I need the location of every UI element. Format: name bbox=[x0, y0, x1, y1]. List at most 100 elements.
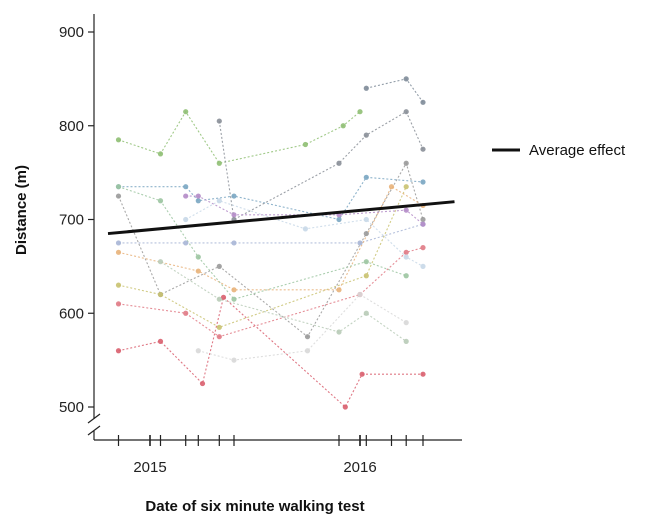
data-point-6-5 bbox=[420, 146, 426, 152]
series-line-10 bbox=[185, 195, 424, 225]
data-point-15-2 bbox=[420, 99, 426, 105]
data-point-8-0 bbox=[115, 240, 122, 246]
data-point-11-4 bbox=[403, 338, 409, 344]
data-point-9-2 bbox=[231, 287, 237, 293]
data-point-13-3 bbox=[357, 291, 363, 298]
data-point-3-1 bbox=[157, 151, 164, 157]
data-point-7-0 bbox=[115, 282, 122, 288]
data-point-9-4 bbox=[388, 184, 395, 190]
series-line-9 bbox=[118, 185, 424, 291]
y-axis: 500 600 700 800 900 bbox=[59, 14, 101, 440]
data-point-1-2 bbox=[199, 380, 206, 387]
data-point-2-2 bbox=[216, 334, 222, 340]
data-point-1-4 bbox=[342, 404, 348, 410]
data-point-4-4 bbox=[336, 216, 342, 223]
series-line-4 bbox=[118, 176, 424, 221]
series-line-1 bbox=[118, 296, 423, 408]
series-line-8 bbox=[118, 223, 424, 244]
data-point-4-5 bbox=[363, 174, 369, 180]
data-point-4-2 bbox=[195, 198, 201, 204]
x-tick-label-2016: 2016 bbox=[343, 459, 376, 476]
data-point-1-1 bbox=[157, 338, 164, 344]
data-point-4-1 bbox=[183, 184, 189, 190]
data-point-1-6 bbox=[420, 371, 426, 377]
data-point-7-1 bbox=[157, 291, 164, 298]
y-tick-label-600: 600 bbox=[59, 305, 84, 322]
series-line-2 bbox=[118, 247, 424, 338]
data-point-6-3 bbox=[363, 132, 369, 138]
data-point-8-3 bbox=[357, 240, 363, 246]
plot-lines bbox=[117, 78, 424, 408]
data-point-4-6 bbox=[420, 179, 426, 185]
data-point-11-1 bbox=[216, 296, 222, 302]
data-point-12-4 bbox=[403, 254, 409, 260]
data-point-11-2 bbox=[336, 329, 342, 335]
x-axis-title: Date of six minute walking test bbox=[145, 498, 364, 515]
data-point-3-6 bbox=[357, 109, 363, 115]
average-line-group bbox=[107, 200, 455, 236]
data-point-7-3 bbox=[363, 273, 369, 279]
data-point-4-3 bbox=[231, 193, 237, 199]
data-point-12-2 bbox=[302, 226, 308, 232]
data-point-9-3 bbox=[336, 287, 342, 293]
y-tick-label-900: 900 bbox=[59, 24, 84, 41]
data-point-5-0 bbox=[115, 193, 122, 199]
series-line-13 bbox=[198, 293, 407, 361]
data-point-2-5 bbox=[420, 245, 426, 251]
data-point-3-2 bbox=[183, 109, 189, 115]
data-point-15-0 bbox=[363, 85, 369, 91]
data-point-10-4 bbox=[403, 207, 409, 213]
x-axis: 2015 2016 bbox=[94, 435, 462, 476]
average-effect-line bbox=[107, 200, 455, 236]
data-point-14-5 bbox=[403, 273, 409, 279]
y-axis-break-mark bbox=[87, 413, 101, 424]
data-point-3-4 bbox=[302, 141, 308, 148]
data-point-6-0 bbox=[216, 118, 222, 124]
series-line-12 bbox=[185, 200, 424, 267]
y-tick-label-700: 700 bbox=[59, 212, 84, 229]
data-point-13-0 bbox=[195, 348, 201, 354]
data-point-14-2 bbox=[195, 254, 201, 260]
series-line-5 bbox=[117, 161, 424, 338]
data-point-14-4 bbox=[363, 259, 369, 265]
data-point-13-4 bbox=[403, 320, 409, 326]
data-point-12-1 bbox=[216, 198, 222, 204]
data-point-10-5 bbox=[420, 221, 426, 227]
legend-label-average-effect: Average effect bbox=[529, 142, 626, 159]
data-point-3-0 bbox=[115, 137, 122, 143]
series-line-11 bbox=[160, 261, 407, 342]
data-point-5-4 bbox=[363, 230, 369, 237]
data-point-6-2 bbox=[336, 160, 342, 166]
y-axis-break-mark bbox=[87, 425, 101, 436]
plot-points bbox=[115, 76, 426, 410]
data-point-12-3 bbox=[363, 216, 369, 223]
series-line-7 bbox=[118, 186, 407, 328]
data-point-12-5 bbox=[420, 263, 426, 269]
data-point-2-0 bbox=[115, 301, 122, 307]
data-point-14-1 bbox=[157, 198, 164, 204]
data-point-13-2 bbox=[304, 348, 311, 354]
data-point-11-3 bbox=[363, 310, 369, 316]
data-point-5-5 bbox=[403, 160, 409, 166]
y-tick-label-800: 800 bbox=[59, 118, 84, 135]
data-point-1-3 bbox=[220, 294, 227, 300]
data-point-2-4 bbox=[403, 249, 409, 255]
data-point-1-0 bbox=[115, 348, 122, 354]
data-point-12-0 bbox=[183, 216, 189, 223]
data-point-3-3 bbox=[216, 160, 222, 166]
data-point-10-0 bbox=[183, 193, 189, 199]
series-line-3 bbox=[118, 110, 361, 164]
series-line-14 bbox=[118, 186, 407, 300]
legend: Average effect bbox=[492, 142, 626, 159]
data-point-3-5 bbox=[340, 123, 346, 129]
data-point-8-1 bbox=[183, 240, 189, 246]
data-point-8-2 bbox=[231, 240, 237, 246]
data-point-10-2 bbox=[231, 212, 237, 218]
data-point-7-2 bbox=[216, 324, 222, 330]
y-axis-title: Distance (m) bbox=[13, 165, 30, 255]
data-point-1-5 bbox=[359, 371, 365, 377]
y-tick-label-500: 500 bbox=[59, 399, 84, 416]
data-point-5-3 bbox=[304, 334, 311, 340]
data-point-10-1 bbox=[195, 193, 201, 199]
